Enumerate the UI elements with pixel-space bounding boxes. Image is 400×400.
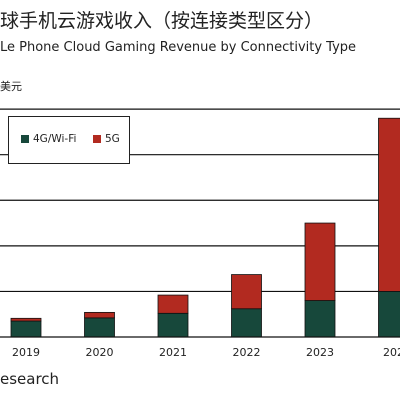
unit-label: 美元 xyxy=(0,80,22,93)
bar-2022-5g xyxy=(231,274,262,310)
legend-item-5g: 5G xyxy=(93,133,120,145)
legend-swatch-4g xyxy=(21,135,29,143)
bar-2022-4g-wifi xyxy=(231,308,262,338)
bar-2021-4g-wifi xyxy=(157,312,189,338)
bar-2023-4g-wifi xyxy=(304,300,336,338)
legend-swatch-5g xyxy=(93,135,101,143)
chart-title-en: Le Phone Cloud Gaming Revenue by Connect… xyxy=(0,40,357,55)
x-tick-label: 202 xyxy=(383,346,400,359)
source-label: esearch xyxy=(0,370,60,388)
chart-title-cn: 球手机云游戏收入（按连接类型区分） xyxy=(0,10,324,32)
legend-label-4g: 4G/Wi-Fi xyxy=(33,133,77,145)
bar-2020-5g xyxy=(84,311,115,319)
x-tick-label: 2020 xyxy=(86,346,114,359)
bar-2019-5g xyxy=(10,317,42,322)
bar-2021-5g xyxy=(157,294,189,314)
bar-2023-5g xyxy=(304,222,336,301)
legend-label-5g: 5G xyxy=(105,133,120,145)
legend: 4G/Wi-Fi 5G xyxy=(8,116,130,164)
x-tick-label: 2021 xyxy=(159,346,187,359)
bar-202-4g-wifi xyxy=(378,291,400,338)
x-tick-label: 2023 xyxy=(306,346,334,359)
x-axis-labels: 2019 2020 2021 2022 2023 202 xyxy=(12,346,400,359)
x-tick-label: 2019 xyxy=(12,346,40,359)
bar-2019-4g-wifi xyxy=(10,320,42,338)
bar-2020-4g-wifi xyxy=(84,317,115,338)
bars xyxy=(10,117,400,338)
x-tick-label: 2022 xyxy=(233,346,261,359)
bar-202-5g xyxy=(378,117,400,292)
legend-item-4g: 4G/Wi-Fi xyxy=(21,133,76,145)
